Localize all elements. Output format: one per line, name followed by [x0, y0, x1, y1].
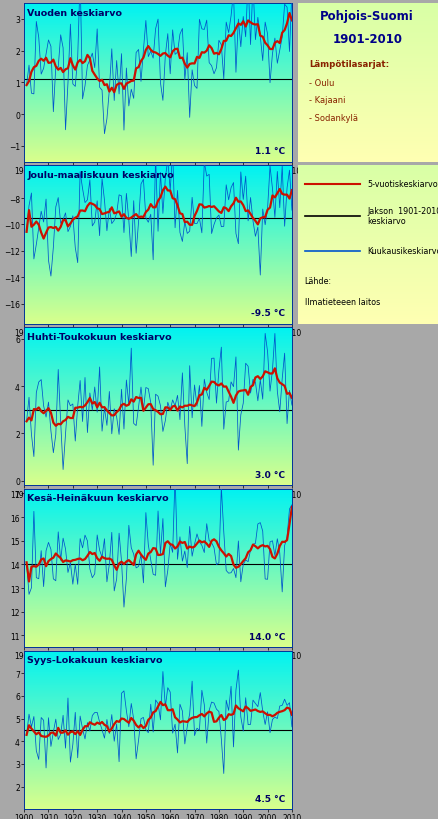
Text: Vuoden keskiarvo: Vuoden keskiarvo: [27, 9, 122, 18]
Text: Lämpötilasarjat:: Lämpötilasarjat:: [308, 60, 388, 69]
Text: Huhti-Toukokuun keskiarvo: Huhti-Toukokuun keskiarvo: [27, 333, 172, 342]
Text: Kuukausikeskiarvot: Kuukausikeskiarvot: [366, 247, 438, 256]
Text: 14.0 °C: 14.0 °C: [248, 632, 285, 641]
Text: 4.5 °C: 4.5 °C: [254, 794, 285, 803]
Text: -9.5 °C: -9.5 °C: [251, 309, 285, 318]
Text: Ilmatieteeen laitos: Ilmatieteeen laitos: [304, 297, 379, 306]
Text: - Sodankylä: - Sodankylä: [308, 113, 357, 122]
Text: - Kajaani: - Kajaani: [308, 96, 345, 105]
Text: Pohjois-Suomi: Pohjois-Suomi: [320, 11, 413, 24]
Text: Joulu-maaliskuun keskiarvo: Joulu-maaliskuun keskiarvo: [27, 170, 174, 179]
Text: Syys-Lokakuun keskiarvo: Syys-Lokakuun keskiarvo: [27, 655, 162, 664]
Text: 1.1 °C: 1.1 °C: [254, 147, 285, 156]
Text: 3.0 °C: 3.0 °C: [254, 470, 285, 479]
Text: Lähde:: Lähde:: [304, 277, 331, 286]
Text: 1901-2010: 1901-2010: [332, 33, 401, 46]
Text: 5-vuotiskeskiarvot: 5-vuotiskeskiarvot: [366, 180, 438, 189]
Text: Jakson  1901-2010
keskiarvo: Jakson 1901-2010 keskiarvo: [366, 206, 438, 226]
Text: - Oulu: - Oulu: [308, 79, 333, 88]
Text: Kesä-Heinäkuun keskiarvo: Kesä-Heinäkuun keskiarvo: [27, 494, 169, 503]
